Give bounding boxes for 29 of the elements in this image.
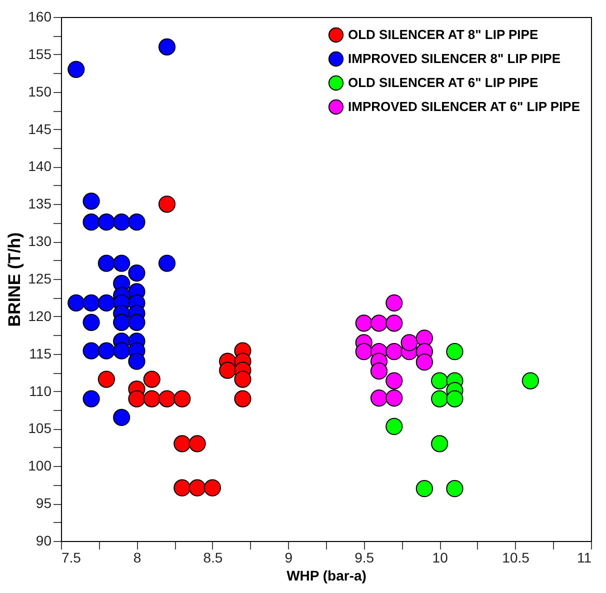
x-tick-label: 11 [576,550,592,566]
y-axis-title: BRINE (T/h) [5,232,24,327]
x-tick-label: 9.5 [354,550,374,566]
y-tick-label: 105 [28,420,52,436]
y-tick-label: 140 [28,158,52,174]
legend-label: IMPROVED SILENCER AT 6" LIP PIPE [348,99,580,114]
y-tick-label: 150 [28,83,52,100]
legend-label: OLD SILENCER AT 8" LIP PIPE [348,27,538,42]
x-tick-label: 7.5 [62,550,82,566]
x-tick-label: 9 [284,550,293,566]
y-tick-label: 125 [28,270,52,286]
y-tick-label: 120 [28,308,52,324]
x-tick-label: 8 [133,550,142,566]
y-tick-label: 110 [29,382,52,399]
x-tick-label: 10 [432,550,448,566]
x-tick-label: 10.5 [502,550,530,566]
y-tick-label: 115 [29,345,52,362]
y-tick-label: 100 [28,458,52,474]
legend-label: OLD SILENCER AT 6" LIP PIPE [348,75,538,90]
y-tick-label: 145 [28,120,52,137]
y-tick-label: 160 [28,8,52,24]
y-tick-label: 155 [28,46,52,62]
y-tick-label: 130 [28,233,52,250]
x-axis-title: WHP (bar-a) [286,568,366,584]
y-tick-label: 95 [36,495,52,512]
legend-label: IMPROVED SILENCER 8" LIP PIPE [348,51,561,66]
y-tick-label: 90 [36,532,52,548]
x-tick-label: 8.5 [203,550,223,566]
y-tick-label: 135 [28,196,52,212]
